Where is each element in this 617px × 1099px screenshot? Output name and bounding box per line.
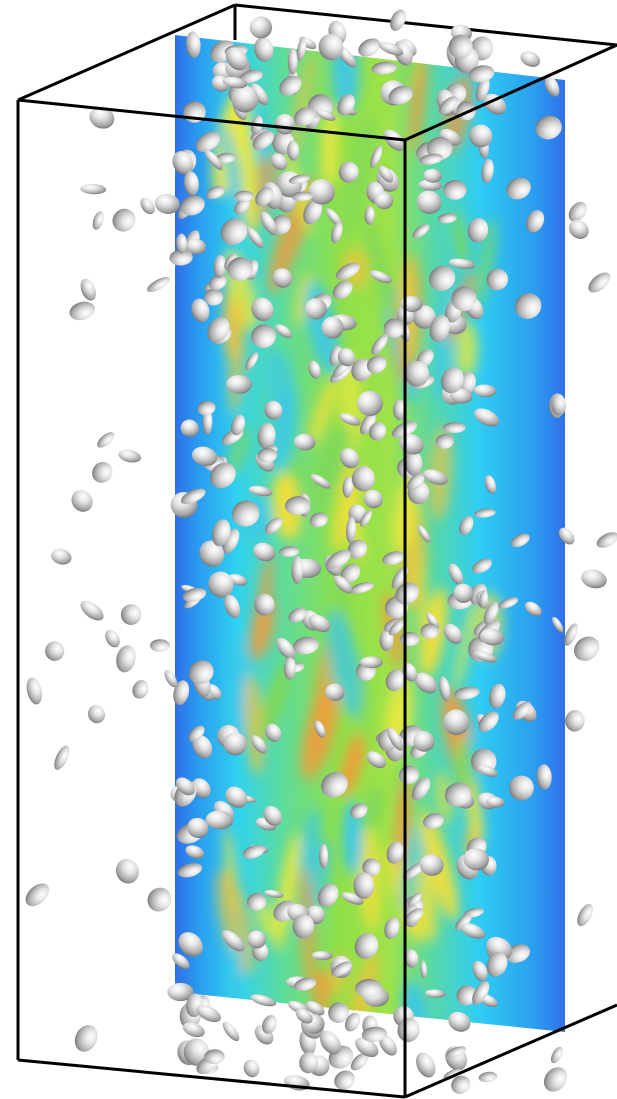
box-edge bbox=[235, 5, 617, 45]
particle bbox=[594, 529, 617, 551]
box-back-edges bbox=[235, 5, 617, 45]
particle bbox=[119, 603, 143, 627]
particle bbox=[67, 299, 97, 323]
visualization bbox=[0, 0, 617, 1099]
particle bbox=[283, 1073, 312, 1093]
particle bbox=[518, 48, 543, 70]
particle bbox=[293, 914, 314, 938]
particle bbox=[21, 879, 53, 911]
particle bbox=[539, 1063, 572, 1097]
particle bbox=[352, 466, 375, 491]
particle bbox=[71, 1021, 102, 1055]
particle bbox=[249, 16, 273, 39]
particle bbox=[145, 274, 172, 295]
particle bbox=[241, 1057, 263, 1080]
particle bbox=[574, 901, 596, 928]
particle bbox=[114, 643, 138, 674]
particle bbox=[67, 486, 97, 516]
particle bbox=[549, 1045, 566, 1065]
particle bbox=[585, 269, 614, 297]
particle bbox=[102, 627, 123, 650]
particle bbox=[412, 1049, 439, 1080]
particle bbox=[51, 743, 72, 772]
particle bbox=[44, 640, 66, 662]
particle bbox=[150, 639, 170, 652]
particle bbox=[91, 210, 106, 231]
particle bbox=[117, 448, 142, 465]
particle bbox=[579, 567, 609, 591]
particle bbox=[220, 1019, 242, 1044]
particle bbox=[108, 204, 140, 236]
particle bbox=[85, 702, 108, 726]
particle bbox=[95, 429, 117, 450]
particle bbox=[78, 276, 99, 302]
particle bbox=[564, 709, 585, 732]
particle bbox=[478, 1071, 498, 1084]
particle bbox=[49, 547, 73, 567]
particle bbox=[80, 184, 106, 195]
particle bbox=[77, 597, 107, 624]
particle bbox=[112, 855, 143, 887]
particle bbox=[137, 195, 157, 217]
particle bbox=[288, 48, 298, 75]
particle bbox=[130, 678, 152, 702]
particle bbox=[24, 676, 44, 706]
page: (() => { const data = JSON.parse(documen… bbox=[0, 0, 617, 1099]
particle bbox=[88, 458, 116, 487]
particle bbox=[143, 883, 177, 917]
